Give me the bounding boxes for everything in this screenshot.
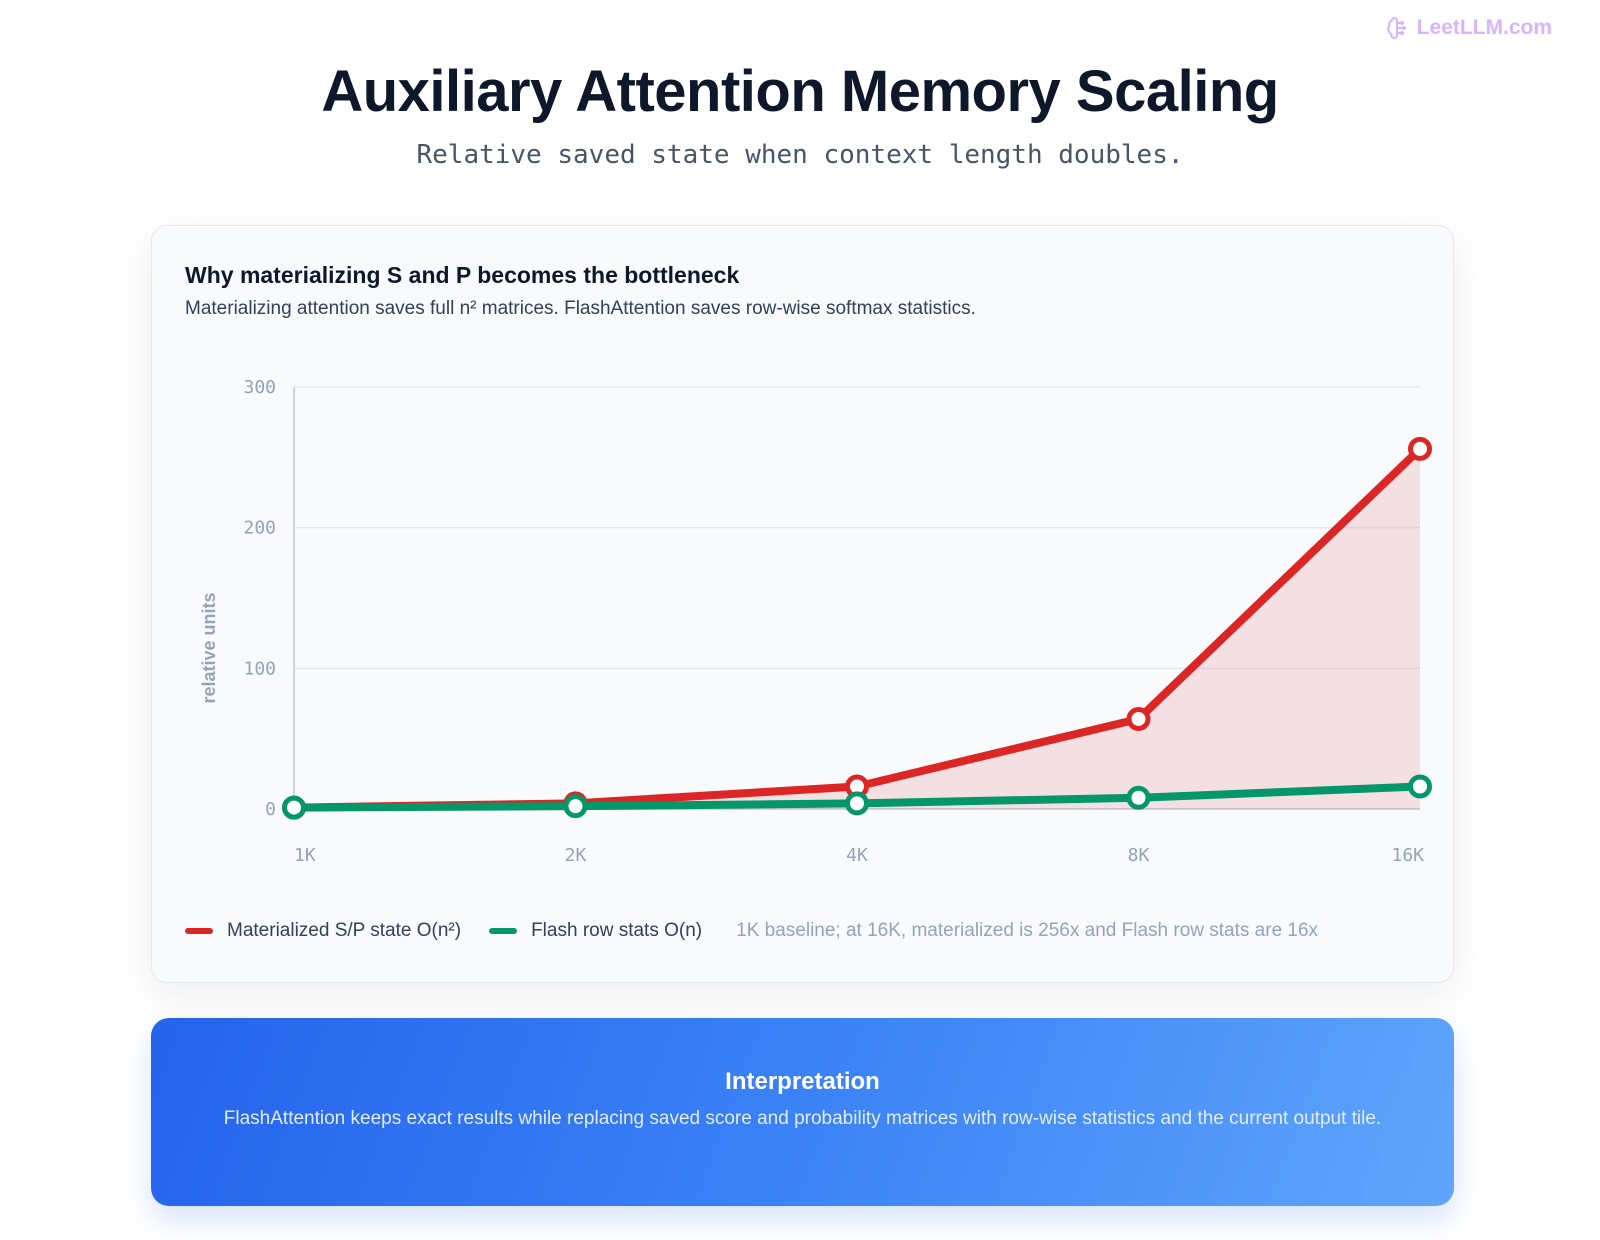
interpretation-panel: Interpretation FlashAttention keeps exac… [151,1018,1454,1206]
legend-label-materialized: Materialized S/P state O(n²) [227,920,462,941]
line-chart: 0 100 200 300 1K 2K 4K 8K 16K relative units [199,377,1432,866]
x-tick-label-2K: 2K [565,845,587,866]
y-tick-label-0: 0 [265,799,276,820]
tick-labels: 0 100 200 300 1K 2K 4K 8K 16K relative units [199,377,1424,866]
brand-logo[interactable]: LeetLLM.com [1385,16,1552,40]
legend-swatch-flash [489,928,518,934]
data-point-1-2K [563,794,588,819]
interpretation-text: FlashAttention keeps exact results while… [223,1108,1382,1129]
data-point-1-1K [282,795,306,820]
chart-description: Materializing attention saves full n² ma… [185,298,976,319]
data-point-0-16K [1408,436,1432,461]
y-tick-label-300: 300 [243,377,276,398]
x-tick-label-8K: 8K [1128,845,1150,866]
data-points [282,436,1432,820]
legend-label-flash: Flash row stats O(n) [531,920,703,941]
legend-note: 1K baseline; at 16K, materialized is 256… [736,920,1319,941]
data-point-0-8K [1126,706,1151,731]
legend-item-materialized[interactable]: Materialized S/P state O(n²) [185,920,461,942]
data-point-1-8K [1126,785,1151,810]
chart-title: Why materializing S and P becomes the bo… [185,262,740,288]
page-subtitle: Relative saved state when context length… [416,140,1184,170]
y-tick-label-100: 100 [243,658,276,679]
page-title: Auxiliary Attention Memory Scaling [321,59,1279,124]
data-point-1-16K [1408,774,1432,799]
data-point-1-4K [845,791,869,816]
y-axis-label: relative units [199,592,219,703]
legend-item-flash[interactable]: Flash row stats O(n) [489,920,702,942]
interpretation-title: Interpretation [725,1068,880,1095]
series-area-0 [294,448,1420,809]
y-tick-label-200: 200 [243,518,276,539]
brain-icon [1386,17,1406,39]
chart-card: Why materializing S and P becomes the bo… [151,225,1454,983]
area-fills [294,448,1420,809]
legend-swatch-materialized [185,928,213,934]
chart-legend: Materialized S/P state O(n²) Flash row s… [185,920,1318,942]
brand-text: LeetLLM.com [1416,16,1552,39]
x-tick-label-1K: 1K [294,845,316,866]
x-tick-label-4K: 4K [846,845,868,866]
x-tick-label-16K: 16K [1391,845,1424,866]
